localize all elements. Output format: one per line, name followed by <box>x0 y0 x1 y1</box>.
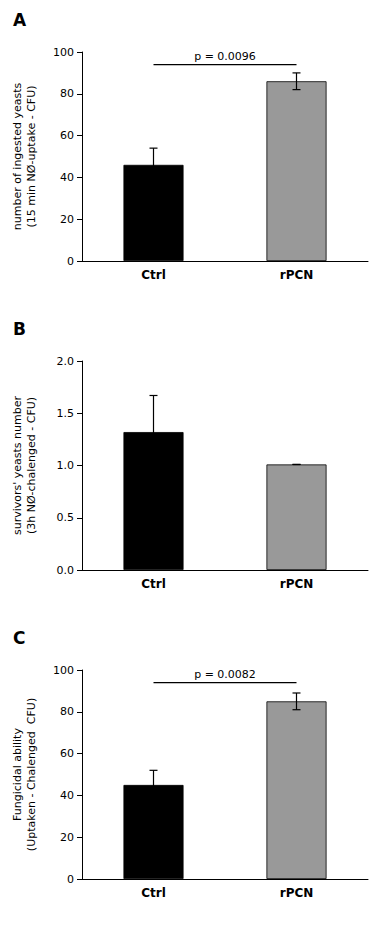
svg-text:Ctrl: Ctrl <box>141 886 166 900</box>
svg-text:Fungicidal ability: Fungicidal ability <box>11 728 24 821</box>
svg-text:survivors' yeasts number: survivors' yeasts number <box>11 396 24 536</box>
svg-text:1.0: 1.0 <box>57 459 75 472</box>
svg-text:p = 0.0096: p = 0.0096 <box>194 50 256 63</box>
svg-text:Ctrl: Ctrl <box>141 577 166 591</box>
svg-text:A: A <box>13 10 27 30</box>
svg-text:1.5: 1.5 <box>57 407 75 420</box>
svg-text:(Uptaken - Chalenged CFU): (Uptaken - Chalenged CFU) <box>25 698 38 851</box>
svg-text:40: 40 <box>60 171 74 184</box>
svg-text:B: B <box>13 319 26 339</box>
svg-text:20: 20 <box>60 831 74 844</box>
svg-text:40: 40 <box>60 789 74 802</box>
svg-text:0: 0 <box>67 873 74 886</box>
svg-text:rPCN: rPCN <box>280 268 314 282</box>
svg-text:rPCN: rPCN <box>280 577 314 591</box>
svg-text:100: 100 <box>53 664 74 677</box>
svg-text:(3h NØ-chalenged - CFU): (3h NØ-chalenged - CFU) <box>25 397 38 534</box>
svg-text:0: 0 <box>67 255 74 268</box>
svg-text:60: 60 <box>60 129 74 142</box>
svg-text:100: 100 <box>53 46 74 59</box>
svg-text:(15 min NØ-uptake - CFU): (15 min NØ-uptake - CFU) <box>25 86 38 228</box>
svg-text:C: C <box>13 628 25 648</box>
svg-text:Ctrl: Ctrl <box>141 268 166 282</box>
svg-text:0.0: 0.0 <box>57 564 75 577</box>
svg-text:number of ingested yeasts: number of ingested yeasts <box>11 83 24 231</box>
svg-text:20: 20 <box>60 213 74 226</box>
svg-text:2.0: 2.0 <box>57 355 75 368</box>
svg-text:rPCN: rPCN <box>280 886 314 900</box>
svg-text:80: 80 <box>60 705 74 718</box>
svg-text:p = 0.0082: p = 0.0082 <box>194 668 256 681</box>
svg-text:0.5: 0.5 <box>57 511 75 524</box>
svg-text:80: 80 <box>60 87 74 100</box>
svg-text:60: 60 <box>60 747 74 760</box>
